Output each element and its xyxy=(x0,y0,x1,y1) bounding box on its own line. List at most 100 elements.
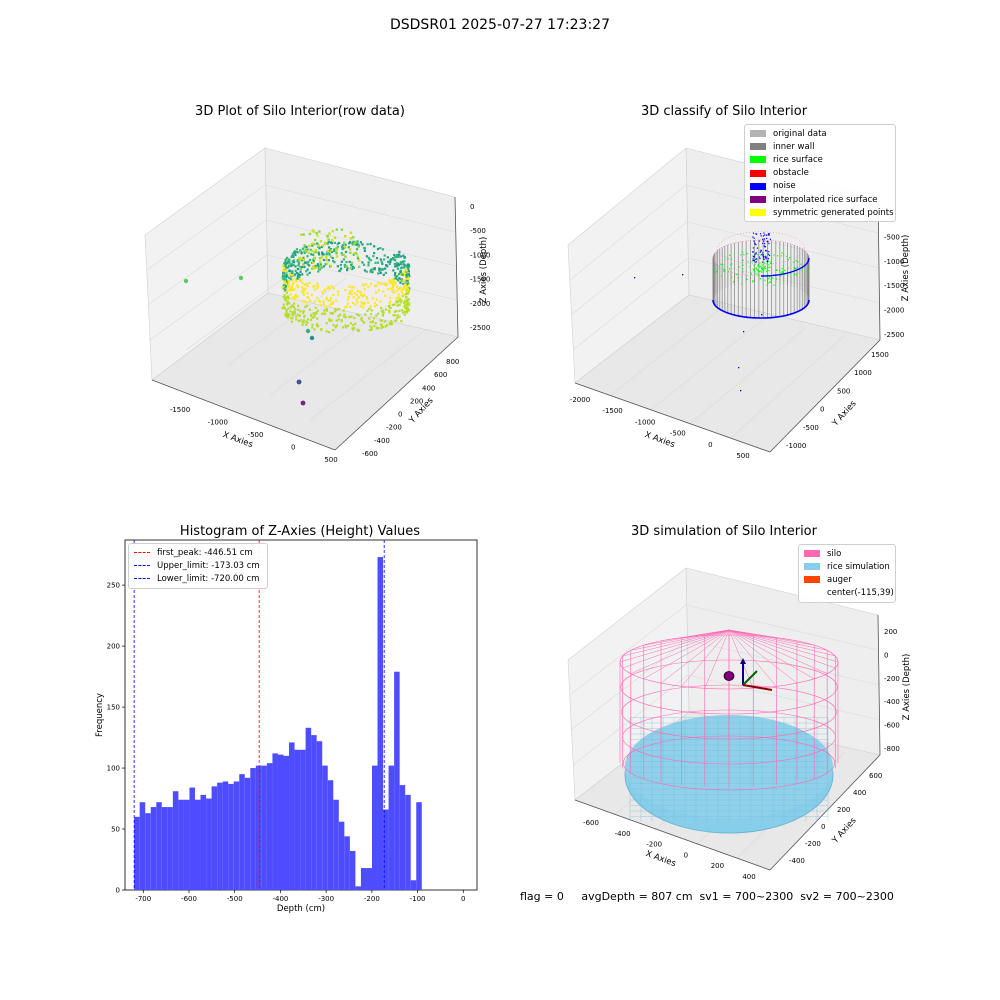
panel-title-raw: 3D Plot of Silo Interior(row data) xyxy=(195,104,405,119)
histogram-bar xyxy=(305,727,312,890)
simulation-y-tick-label: -400 xyxy=(789,857,805,865)
raw-x-tick-label: -1500 xyxy=(170,406,190,414)
classify-y-ticks: -1000 -500 0 500 1000 1500 xyxy=(786,351,889,450)
panel-title-classify: 3D classify of Silo Interior xyxy=(640,104,808,119)
classify-y-tick-label: 1000 xyxy=(854,369,872,377)
raw-z-tick-label: -500 xyxy=(470,227,486,235)
simulation-z-tick-label: -200 xyxy=(884,675,900,683)
legend-label: center(-115,39) xyxy=(827,588,894,599)
legend-swatch xyxy=(750,143,766,151)
histogram-x-tick-label: -700 xyxy=(135,895,151,903)
legend-swatch xyxy=(134,578,150,580)
histogram-bar xyxy=(388,765,395,890)
histogram-x-tick-label: -100 xyxy=(410,895,426,903)
histogram-bar xyxy=(416,802,422,890)
raw-z-tick-label: -1000 xyxy=(470,251,490,259)
auger-marker xyxy=(723,658,773,691)
histogram-bar xyxy=(211,786,218,890)
raw-x-tick-label: 0 xyxy=(291,444,295,452)
legend-swatch xyxy=(750,156,766,164)
classify-x-tick-label: -2000 xyxy=(570,396,590,404)
raw-y-tick-label: -200 xyxy=(386,424,402,432)
simulation-x-tick-label: -200 xyxy=(646,841,662,849)
legend-entry: interpolated rice surface xyxy=(750,193,890,206)
classify-y-label: Y Axies xyxy=(830,398,859,429)
histogram-bar xyxy=(355,886,361,890)
legend-swatch xyxy=(750,209,766,217)
raw-y-tick-label: 200 xyxy=(410,397,423,405)
histogram-bar xyxy=(139,802,146,890)
histogram-bar xyxy=(338,821,345,890)
histogram-x-tick-label: -300 xyxy=(318,895,334,903)
raw-x-ticks: -1500 -1000 -500 0 500 xyxy=(170,406,338,464)
histogram-bar xyxy=(289,742,295,890)
legend-label: Lower_limit: -720.00 cm xyxy=(157,573,260,584)
classify-z-label: Z Axies (Depth) xyxy=(901,235,911,302)
legend-swatch xyxy=(134,552,150,554)
histogram-bar xyxy=(405,794,411,890)
simulation-x-tick-label: 200 xyxy=(711,862,724,870)
raw-z-tick-label: 0 xyxy=(470,203,474,211)
classify-y-tick-label: 500 xyxy=(837,387,850,395)
legend-entry: rice surface xyxy=(750,153,890,166)
classify-z-tick-label: -500 xyxy=(884,233,900,241)
legend-label: inner wall xyxy=(773,141,815,152)
simulation-y-label: Y Axies xyxy=(830,815,859,846)
histogram-bar xyxy=(399,785,406,890)
status-line: flag = 0 avgDepth = 807 cm sv1 = 700~230… xyxy=(520,890,894,903)
histogram-bar xyxy=(134,816,140,890)
histogram-bar xyxy=(200,794,207,890)
legend-label: Upper_limit: -173.03 cm xyxy=(157,560,260,571)
histogram-bar xyxy=(294,749,301,890)
histogram-bar xyxy=(316,741,323,890)
raw-x-tick-label: -1000 xyxy=(208,419,228,427)
histogram-bar xyxy=(172,791,179,890)
legend-swatch xyxy=(804,550,820,558)
histogram-bar xyxy=(145,813,151,890)
histogram-x-ticks: -700 -600 -500 -400 -300 -200 -100 0 xyxy=(135,890,466,903)
histogram-bar xyxy=(277,754,284,890)
raw-y-tick-label: -400 xyxy=(374,437,390,445)
raw-z-label: Z Axies (Depth) xyxy=(479,237,489,304)
simulation-x-ticks: -600 -400 -200 0 200 400 xyxy=(583,819,756,881)
simulation-x-tick-label: -400 xyxy=(615,830,631,838)
histogram-bar xyxy=(377,557,384,890)
legend-label: rice simulation xyxy=(827,561,890,572)
histogram-bar xyxy=(283,755,290,890)
simulation-y-tick-label: 0 xyxy=(821,823,825,831)
histogram-x-tick-label: -400 xyxy=(272,895,288,903)
legend-label: obstacle xyxy=(773,168,809,179)
legend-entry: rice simulation xyxy=(804,560,890,573)
legend-entry: original data xyxy=(750,127,890,140)
raw-y-tick-label: 400 xyxy=(422,384,435,392)
classify-x-tick-label: 0 xyxy=(708,441,712,449)
legend-swatch xyxy=(750,182,766,190)
classify-x-tick-label: -1000 xyxy=(635,418,655,426)
histogram-bar xyxy=(183,799,190,890)
simulation-z-tick-label: 200 xyxy=(884,628,897,636)
histogram-bar xyxy=(189,787,195,890)
histogram-bar xyxy=(255,765,262,890)
histogram-bar xyxy=(300,749,306,890)
legend-entry: auger xyxy=(804,573,890,586)
legend-swatch xyxy=(750,130,766,138)
raw-z-ticks: 0 -500 -1000 -1500 -2000 -2500 xyxy=(470,203,490,332)
simulation-z-tick-label: -600 xyxy=(884,722,900,730)
histogram-bar xyxy=(244,777,251,890)
classify-x-tick-label: 500 xyxy=(736,452,749,460)
raw-y-tick-label: 0 xyxy=(398,411,402,419)
histogram-x-tick-label: -600 xyxy=(181,895,197,903)
silo-wireframe xyxy=(619,629,839,791)
simulation-y-tick-label: 600 xyxy=(869,772,882,780)
raw-y-tick-label: 600 xyxy=(434,371,447,379)
simulation-z-tick-label: -800 xyxy=(884,745,900,753)
simulation-x-tick-label: 0 xyxy=(684,851,688,859)
legend-swatch xyxy=(134,565,150,567)
classify-x-ticks: -2000 -1500 -1000 -500 0 500 xyxy=(570,396,750,460)
histogram-bar xyxy=(333,799,339,890)
classify-z-tick-label: -1500 xyxy=(884,282,904,290)
histogram-bar xyxy=(311,735,317,890)
simulation-z-tick-label: 0 xyxy=(884,651,888,659)
panel-title-simulation: 3D simulation of Silo Interior xyxy=(631,524,817,539)
